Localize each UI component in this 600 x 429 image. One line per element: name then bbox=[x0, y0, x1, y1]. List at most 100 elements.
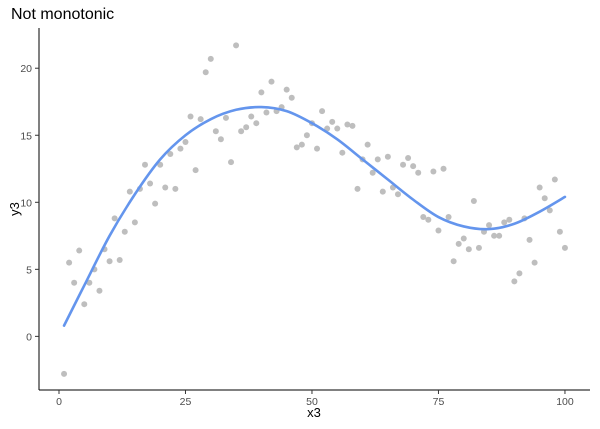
y-tick-label: 10 bbox=[20, 197, 32, 209]
data-point bbox=[157, 161, 164, 168]
data-point bbox=[222, 114, 229, 121]
data-point bbox=[192, 167, 199, 174]
data-point bbox=[288, 94, 295, 101]
data-point bbox=[394, 191, 401, 198]
data-point bbox=[197, 116, 204, 123]
data-point bbox=[293, 144, 300, 151]
data-point bbox=[435, 227, 442, 234]
data-point bbox=[491, 232, 498, 239]
data-point bbox=[111, 215, 118, 222]
data-point bbox=[182, 138, 189, 145]
data-point bbox=[71, 279, 78, 286]
y-tick-label: 0 bbox=[26, 331, 32, 343]
data-point bbox=[415, 169, 422, 176]
data-point bbox=[460, 235, 467, 242]
data-point bbox=[551, 176, 558, 183]
data-point bbox=[243, 124, 250, 131]
data-point bbox=[334, 125, 341, 132]
data-point bbox=[384, 153, 391, 160]
data-point bbox=[268, 78, 275, 85]
data-point bbox=[475, 244, 482, 251]
data-point bbox=[162, 184, 169, 191]
data-point bbox=[61, 370, 68, 377]
smooth-line-layer bbox=[62, 105, 567, 327]
data-point bbox=[121, 228, 128, 235]
data-point bbox=[106, 258, 113, 265]
y-axis-ticks: 0 5 10 15 20 bbox=[20, 63, 39, 343]
data-point bbox=[430, 168, 437, 175]
data-point bbox=[511, 278, 518, 285]
data-point bbox=[142, 161, 148, 168]
data-point bbox=[303, 132, 310, 139]
data-point bbox=[76, 247, 83, 254]
data-point bbox=[531, 259, 538, 266]
data-point bbox=[177, 145, 184, 152]
data-point bbox=[445, 214, 452, 221]
data-point bbox=[349, 122, 356, 129]
data-point bbox=[167, 151, 174, 158]
x-tick-label: 75 bbox=[433, 396, 445, 408]
data-point bbox=[314, 145, 321, 152]
x-axis-ticks: 0 25 50 75 100 bbox=[56, 390, 574, 408]
data-point bbox=[400, 161, 407, 168]
data-point bbox=[364, 141, 371, 148]
data-point bbox=[66, 259, 73, 266]
data-point bbox=[516, 270, 523, 277]
data-point bbox=[440, 165, 447, 172]
data-point bbox=[344, 121, 351, 128]
data-point bbox=[212, 128, 219, 135]
data-point bbox=[86, 279, 93, 286]
data-point bbox=[81, 301, 88, 308]
chart-title: Not monotonic bbox=[11, 6, 114, 23]
points-layer bbox=[61, 42, 568, 377]
data-point bbox=[546, 207, 553, 214]
data-point bbox=[187, 113, 194, 120]
data-point bbox=[248, 113, 255, 120]
smooth-fit-line bbox=[62, 105, 567, 327]
y-axis-label: y3 bbox=[7, 202, 22, 216]
data-point bbox=[253, 120, 260, 127]
data-point bbox=[455, 240, 462, 247]
data-point bbox=[298, 141, 305, 148]
x-tick-label: 25 bbox=[180, 396, 192, 408]
data-point bbox=[379, 188, 386, 195]
data-point bbox=[207, 55, 214, 62]
data-point bbox=[470, 197, 477, 204]
data-point bbox=[202, 69, 209, 76]
data-point bbox=[96, 287, 103, 294]
data-point bbox=[233, 42, 240, 49]
x-tick-label: 0 bbox=[56, 396, 62, 408]
x-tick-label: 50 bbox=[306, 396, 318, 408]
data-point bbox=[283, 86, 290, 93]
data-point bbox=[405, 155, 412, 162]
y-tick-label: 20 bbox=[20, 63, 32, 75]
x-tick-label: 100 bbox=[556, 396, 574, 408]
data-point bbox=[465, 246, 472, 253]
data-point bbox=[536, 184, 543, 191]
data-point bbox=[496, 232, 503, 239]
data-point bbox=[354, 185, 361, 192]
data-point bbox=[425, 216, 432, 223]
data-point bbox=[410, 163, 417, 170]
data-point bbox=[526, 236, 533, 243]
data-point bbox=[374, 156, 381, 163]
data-point bbox=[172, 185, 179, 192]
y-tick-label: 5 bbox=[26, 264, 32, 276]
data-point bbox=[217, 136, 224, 143]
data-point bbox=[556, 228, 563, 235]
data-point bbox=[319, 108, 326, 115]
data-point bbox=[131, 219, 138, 226]
data-point bbox=[147, 180, 154, 187]
data-point bbox=[228, 159, 235, 166]
data-point bbox=[450, 258, 457, 265]
data-point bbox=[561, 244, 568, 251]
data-point bbox=[486, 222, 493, 229]
data-point bbox=[116, 256, 123, 263]
data-point bbox=[329, 118, 336, 125]
data-point bbox=[420, 214, 427, 221]
data-point bbox=[152, 200, 159, 207]
data-point bbox=[541, 195, 548, 202]
x-axis-label: x3 bbox=[307, 405, 321, 420]
data-point bbox=[126, 188, 133, 195]
